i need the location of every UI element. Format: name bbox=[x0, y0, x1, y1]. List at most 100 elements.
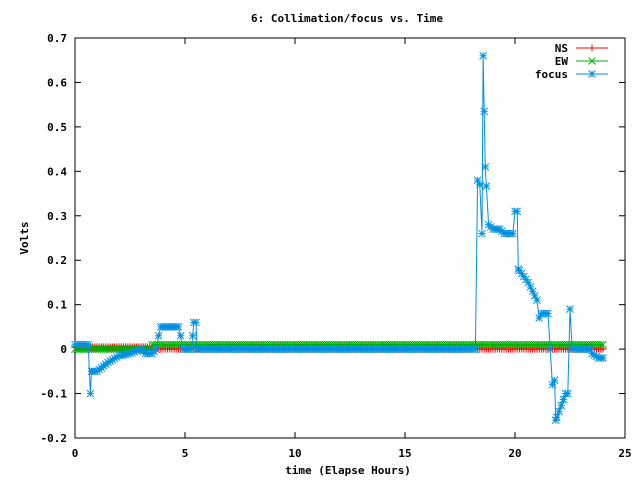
data-point-focus bbox=[552, 413, 561, 422]
marker-star-d2 bbox=[475, 180, 484, 189]
marker-star-d2 bbox=[522, 275, 530, 284]
legend-marker-d2 bbox=[588, 57, 596, 65]
legend-marker-EW bbox=[588, 57, 596, 65]
marker-star-d2 bbox=[557, 401, 566, 410]
marker-star-d2 bbox=[515, 266, 524, 275]
plot-frame bbox=[74, 37, 626, 439]
marker-star-d2 bbox=[478, 229, 486, 238]
data-point-focus bbox=[188, 331, 197, 340]
data-point-focus bbox=[550, 376, 559, 385]
series-line-focus bbox=[75, 55, 603, 421]
marker-star-d2 bbox=[482, 182, 491, 191]
data-point-focus bbox=[187, 345, 196, 353]
data-point-focus bbox=[174, 323, 183, 331]
marker-star-d2 bbox=[174, 323, 183, 331]
marker-star-d2 bbox=[550, 376, 559, 385]
legend-marker-focus bbox=[588, 70, 596, 78]
marker-star-d2 bbox=[526, 283, 535, 291]
data-point-focus bbox=[176, 331, 185, 340]
data-point-focus bbox=[154, 331, 163, 340]
y-tick-label: 0.1 bbox=[47, 299, 67, 312]
data-point-focus bbox=[555, 407, 563, 416]
legend-label: EW bbox=[555, 55, 569, 68]
marker-star-d2 bbox=[530, 291, 539, 300]
marker-star-d2 bbox=[533, 296, 541, 305]
legend-marker-d2 bbox=[588, 70, 596, 78]
x-axis-label: time (Elapse Hours) bbox=[285, 464, 411, 477]
data-point-focus bbox=[152, 345, 161, 353]
marker-star-d2 bbox=[599, 354, 607, 362]
marker-star-d2 bbox=[590, 351, 599, 359]
axes-layer: 0 5 10 15 20 25 -0.2 -0.1 0 0.1 0.2 0.3 0.4 0.5 0.6 0.7 bbox=[41, 32, 632, 460]
y-tick-label: -0.1 bbox=[41, 388, 68, 401]
y-tick-label: 0.5 bbox=[47, 121, 67, 134]
marker-star-d2 bbox=[524, 278, 533, 287]
marker-star-d2 bbox=[86, 389, 95, 398]
series-layer bbox=[71, 51, 607, 425]
data-point-focus bbox=[566, 305, 574, 313]
data-point-focus bbox=[546, 345, 555, 353]
legend-label: focus bbox=[535, 68, 568, 81]
marker-star-d2 bbox=[84, 340, 93, 349]
marker-star-d2 bbox=[188, 331, 197, 340]
y-axis-label: Volts bbox=[18, 221, 31, 254]
data-point-focus bbox=[559, 395, 568, 404]
data-point-focus bbox=[533, 296, 541, 305]
data-point-focus bbox=[508, 229, 517, 238]
marker-star-d2 bbox=[519, 272, 528, 281]
data-point-focus bbox=[478, 229, 486, 238]
marker-star-d2 bbox=[588, 349, 596, 358]
marker-star-d2 bbox=[513, 207, 522, 216]
data-point-focus bbox=[475, 180, 484, 189]
y-tick-label: 0.7 bbox=[47, 32, 67, 45]
marker-star-d2 bbox=[508, 229, 517, 238]
y-tick-label: 0.2 bbox=[47, 254, 67, 267]
data-point-focus bbox=[192, 318, 200, 327]
marker-star-d2 bbox=[592, 352, 601, 361]
marker-star-d2 bbox=[546, 345, 555, 353]
marker-star-d2 bbox=[566, 305, 574, 313]
y-tick-label: 0.4 bbox=[47, 165, 67, 178]
marker-star-d2 bbox=[481, 163, 490, 171]
marker-star-d2 bbox=[154, 331, 163, 340]
marker-star-d2 bbox=[471, 345, 480, 353]
marker-star-d2 bbox=[555, 407, 563, 416]
marker-star-d2 bbox=[517, 269, 526, 278]
data-point-focus bbox=[84, 340, 93, 349]
marker-star-d2 bbox=[187, 345, 196, 353]
x-tick-label: 10 bbox=[288, 447, 301, 460]
data-point-EW bbox=[599, 340, 607, 349]
marker-cross-d2 bbox=[599, 340, 607, 349]
data-point-focus bbox=[557, 401, 566, 410]
marker-star-d2 bbox=[585, 345, 594, 353]
data-point-EW bbox=[596, 340, 605, 349]
marker-star-d2 bbox=[563, 389, 572, 398]
marker-star-d2 bbox=[479, 51, 487, 60]
data-point-focus bbox=[479, 51, 487, 60]
x-tick-label: 25 bbox=[618, 447, 631, 460]
y-tick-label: 0.3 bbox=[47, 210, 67, 223]
data-point-focus bbox=[563, 389, 572, 398]
data-point-focus bbox=[599, 354, 607, 362]
data-point-focus bbox=[544, 309, 552, 318]
y-tick-label: -0.2 bbox=[41, 432, 68, 445]
x-tick-label: 20 bbox=[508, 447, 521, 460]
x-tick-label: 15 bbox=[398, 447, 411, 460]
marker-star-d2 bbox=[544, 309, 552, 318]
marker-star-d2 bbox=[192, 318, 200, 327]
x-tick-label: 5 bbox=[182, 447, 189, 460]
data-point-focus bbox=[481, 163, 490, 171]
data-point-focus bbox=[513, 207, 522, 216]
marker-star-d2 bbox=[152, 345, 161, 353]
y-tick-label: 0.6 bbox=[47, 76, 67, 89]
data-point-focus bbox=[86, 389, 95, 398]
chart-title: 6: Collimation/focus vs. Time bbox=[251, 12, 443, 25]
data-point-focus bbox=[482, 182, 491, 191]
data-point-focus bbox=[471, 345, 480, 353]
marker-star-d2 bbox=[480, 107, 489, 116]
y-tick-label: 0 bbox=[60, 343, 67, 356]
marker-star-d2 bbox=[559, 395, 568, 404]
legend-label: NS bbox=[555, 42, 568, 55]
